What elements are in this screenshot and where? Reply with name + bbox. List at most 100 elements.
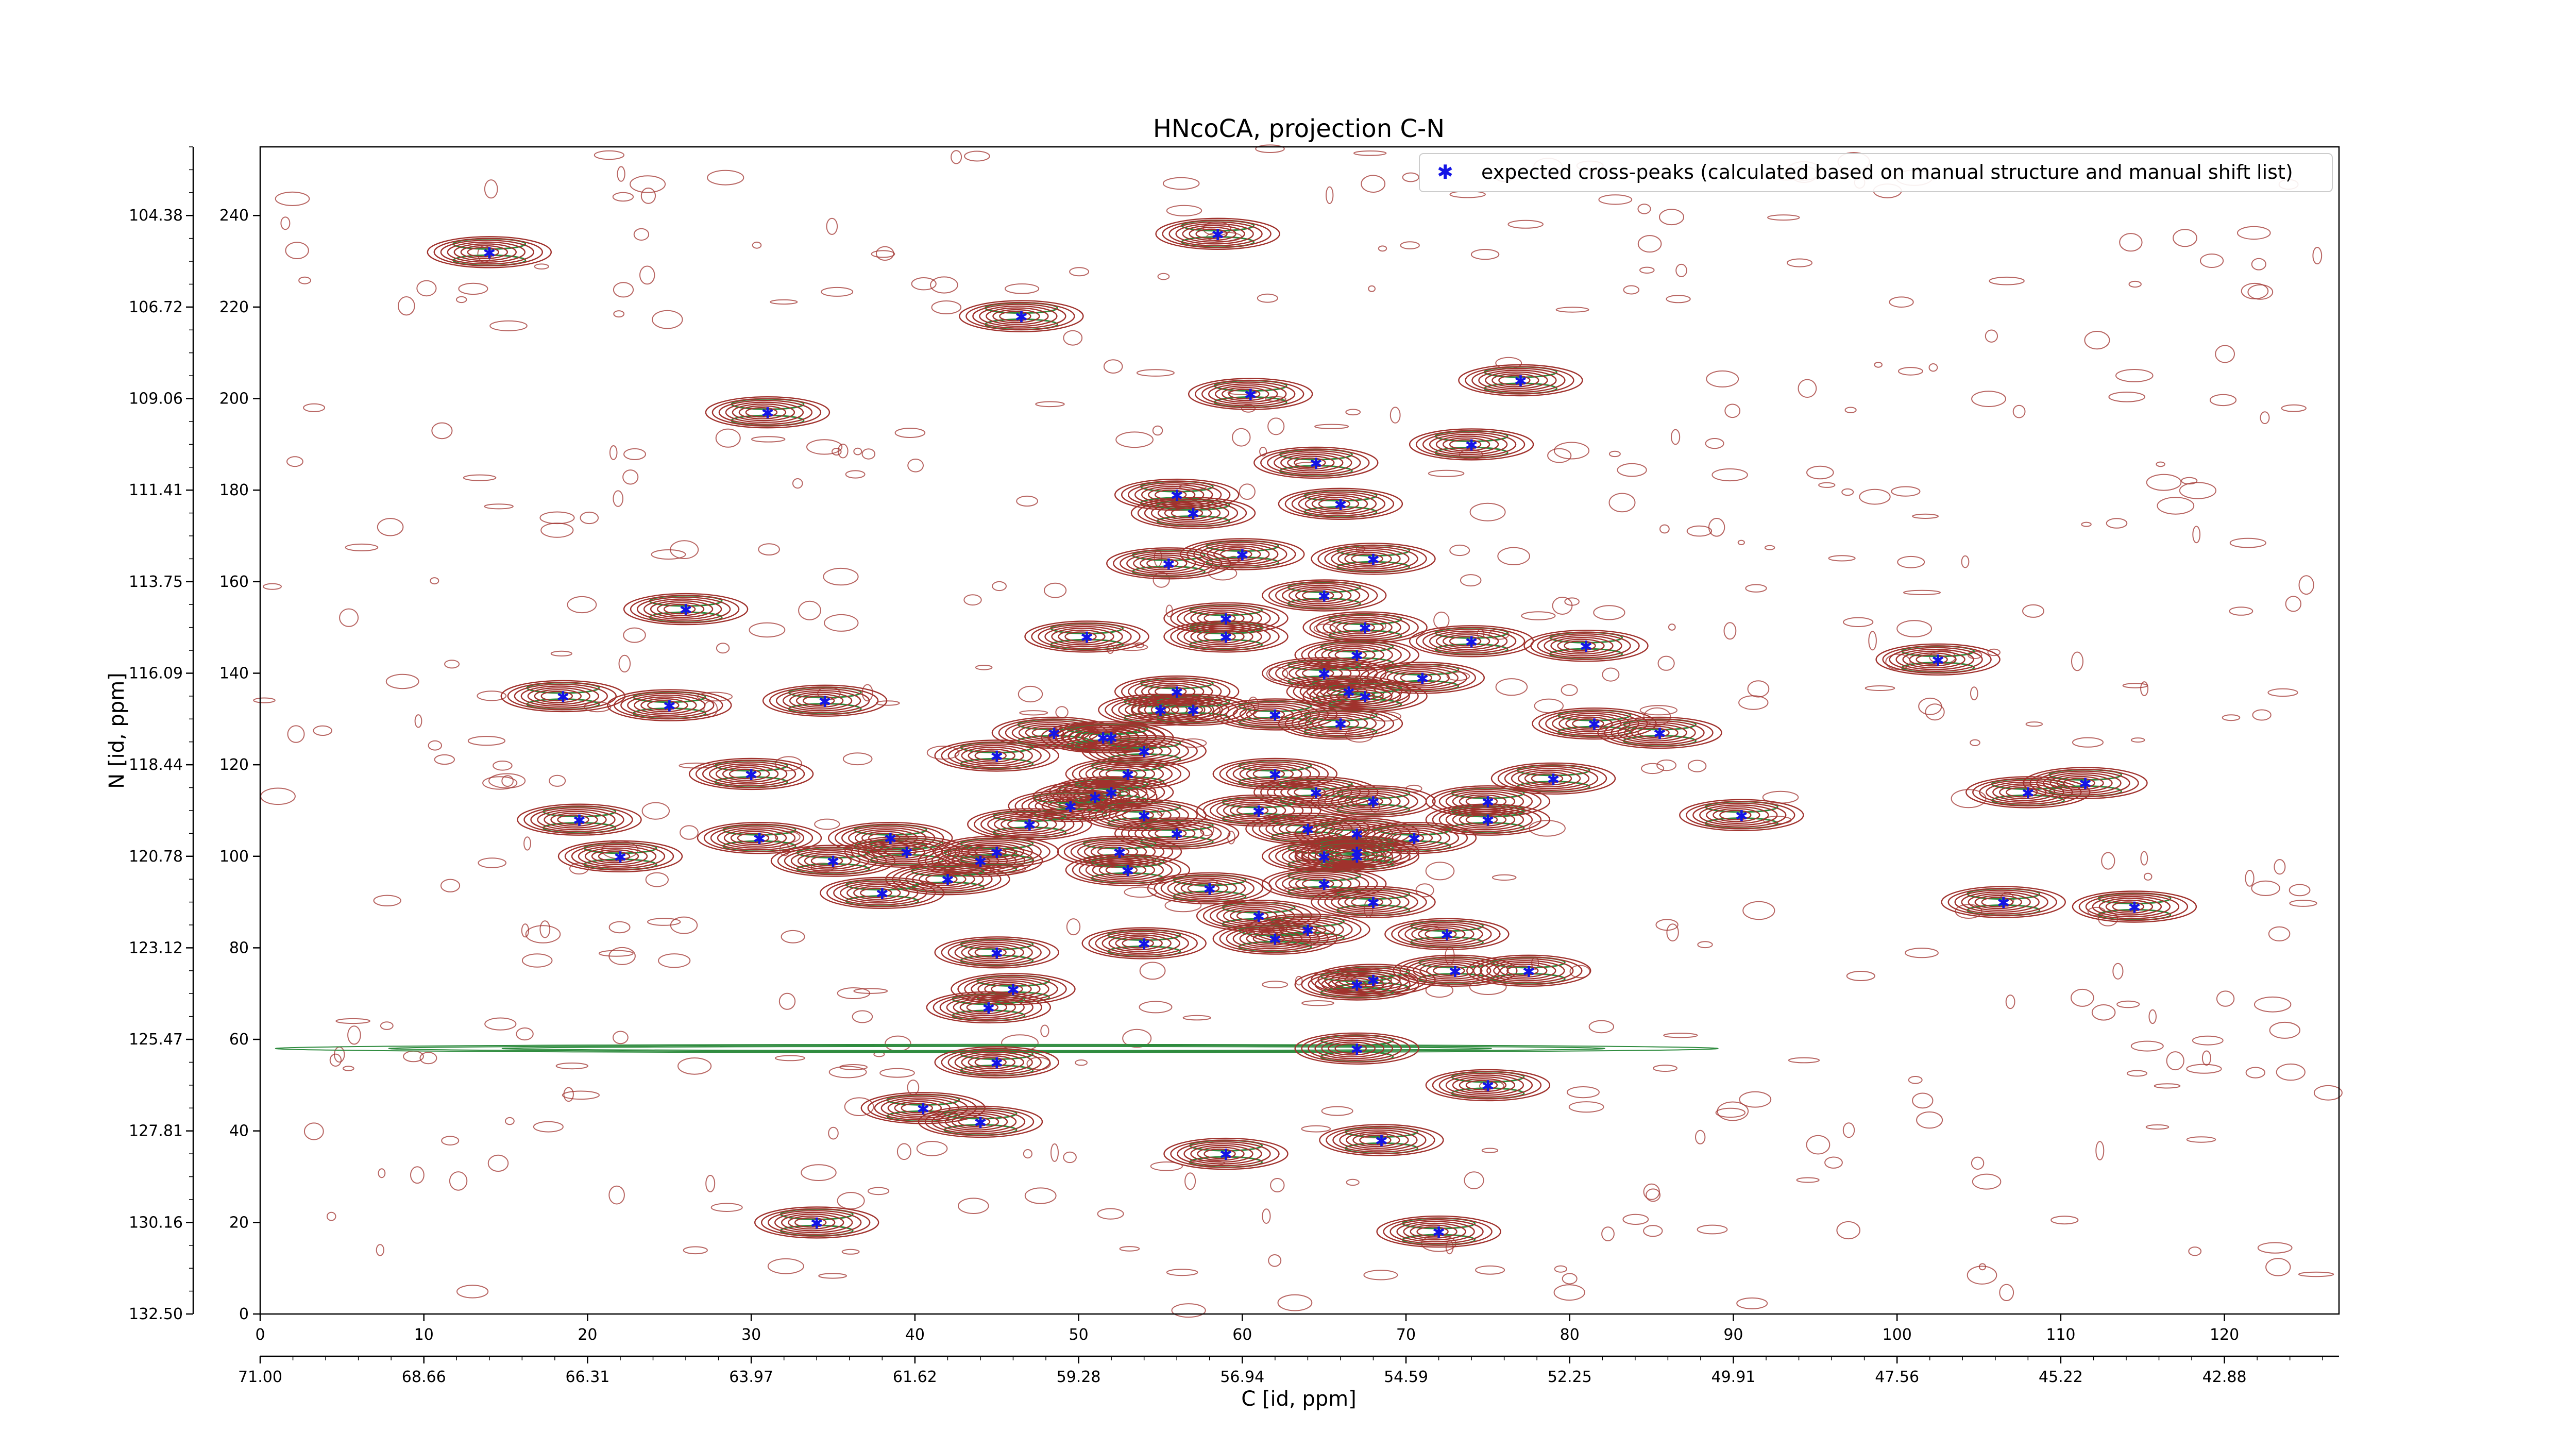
- peak-contour: [1260, 448, 1370, 477]
- noise-contour: [280, 216, 291, 230]
- x-index-tick-label: 70: [1396, 1326, 1416, 1344]
- noise-contour: [440, 879, 461, 892]
- peak-contour: [534, 689, 582, 703]
- peak-contour: [1376, 1215, 1501, 1248]
- expected-peak-marker: ✱: [1310, 455, 1323, 473]
- noise-contour: [1818, 482, 1836, 488]
- peak-contour: [1114, 817, 1240, 850]
- peak-contour: [1916, 654, 1948, 665]
- peak-contour: [1267, 450, 1361, 476]
- peak-contour: [1389, 1219, 1484, 1244]
- peak-contour: [1081, 927, 1207, 959]
- noise-contour: [1639, 266, 1655, 274]
- expected-peak-marker: ✱: [1334, 496, 1347, 514]
- noise-contour: [1267, 417, 1285, 435]
- noise-contour: [645, 872, 669, 887]
- noise-contour: [828, 1126, 839, 1140]
- expected-peak-marker: ✱: [1367, 551, 1380, 569]
- peak-contour: [860, 887, 892, 899]
- peak-contour: [1485, 371, 1548, 390]
- peak-contour: [1637, 727, 1670, 738]
- peak-contour: [951, 1115, 999, 1129]
- peak-contour: [1314, 973, 1393, 996]
- y-ppm-tick-label: 113.75: [129, 573, 183, 591]
- peak-contour: [980, 812, 1075, 837]
- noise-contour: [488, 773, 526, 789]
- y-index-tick-label: 0: [239, 1305, 249, 1323]
- noise-contour: [1972, 1173, 2002, 1190]
- peak-contour: [517, 803, 642, 836]
- noise-contour: [1301, 1125, 1331, 1133]
- noise-contour: [2012, 405, 2026, 418]
- peak-contour: [1197, 629, 1245, 644]
- peak-contour: [1154, 828, 1187, 839]
- peak-contour: [774, 1211, 853, 1234]
- noise-contour: [1044, 582, 1067, 598]
- expected-peak-marker: ✱: [1203, 881, 1216, 899]
- noise-contour: [2095, 1141, 2105, 1160]
- noise-contour: [377, 518, 404, 536]
- noise-contour: [1555, 307, 1589, 313]
- peak-contour: [901, 1103, 934, 1114]
- expected-peak-marker: ✱: [1187, 702, 1199, 720]
- noise-contour: [1259, 446, 1267, 457]
- x-index-tick-label: 110: [2046, 1326, 2075, 1344]
- peak-contour: [1337, 792, 1401, 811]
- noise-contour: [1040, 1024, 1049, 1037]
- peak-contour: [1200, 543, 1279, 565]
- peak-contour: [1239, 930, 1303, 948]
- peak-contour: [770, 845, 896, 877]
- y-index-tick-label: 60: [229, 1031, 249, 1049]
- expected-peak-marker: ✱: [1219, 1146, 1232, 1164]
- noise-contour: [670, 916, 698, 934]
- peak-contour: [732, 403, 795, 422]
- noise-contour: [1646, 1188, 1661, 1202]
- peak-contour: [1064, 631, 1097, 642]
- peak-contour: [1324, 546, 1418, 571]
- noise-contour: [286, 456, 303, 467]
- peak-contour: [1317, 887, 1427, 917]
- peak-contour: [1346, 1131, 1409, 1149]
- peak-contour: [650, 600, 714, 618]
- noise-contour: [533, 1121, 564, 1133]
- peak-contour: [2043, 772, 2122, 794]
- noise-contour: [1136, 369, 1175, 377]
- peak-contour: [974, 750, 1007, 761]
- peak-contour: [840, 882, 919, 904]
- noise-contour: [2145, 1124, 2170, 1130]
- noise-contour: [1708, 518, 1725, 537]
- y-axis-label: N [id, ppm]: [105, 672, 129, 789]
- peak-contour: [1081, 735, 1207, 767]
- noise-contour: [1705, 438, 1724, 449]
- peak-contour: [2049, 774, 2113, 792]
- peak-contour: [1127, 482, 1222, 508]
- peak-contour: [1564, 640, 1596, 651]
- noise-contour: [1796, 1177, 1820, 1183]
- noise-contour: [1912, 1092, 1934, 1109]
- peak-contour: [1182, 225, 1245, 243]
- peak-contour: [447, 241, 526, 263]
- peak-contour: [1452, 1076, 1516, 1094]
- peak-contour: [974, 1057, 1007, 1068]
- noise-contour: [1739, 1091, 1772, 1108]
- peak-contour: [1226, 926, 1320, 951]
- peak-contour: [1429, 630, 1508, 652]
- noise-contour: [303, 1122, 324, 1140]
- peak-contour: [578, 846, 657, 867]
- y-ppm-tick-label: 118.44: [129, 756, 183, 774]
- peak-contour: [1088, 929, 1198, 958]
- peak-contour: [1686, 801, 1795, 830]
- noise-contour: [1363, 1270, 1398, 1280]
- peak-contour: [1319, 1124, 1444, 1156]
- peak-contour: [453, 243, 517, 261]
- peak-contour: [1193, 542, 1287, 567]
- noise-contour: [287, 725, 305, 743]
- peak-contour: [1631, 726, 1679, 740]
- expected-peak-marker: ✱: [1334, 716, 1347, 734]
- peak-contour: [643, 598, 722, 620]
- peak-contour: [968, 845, 1015, 859]
- expected-peak-marker: ✱: [1350, 849, 1363, 867]
- noise-contour: [1671, 429, 1681, 445]
- peak-contour: [702, 761, 796, 787]
- expected-peak-marker: ✱: [1138, 744, 1150, 762]
